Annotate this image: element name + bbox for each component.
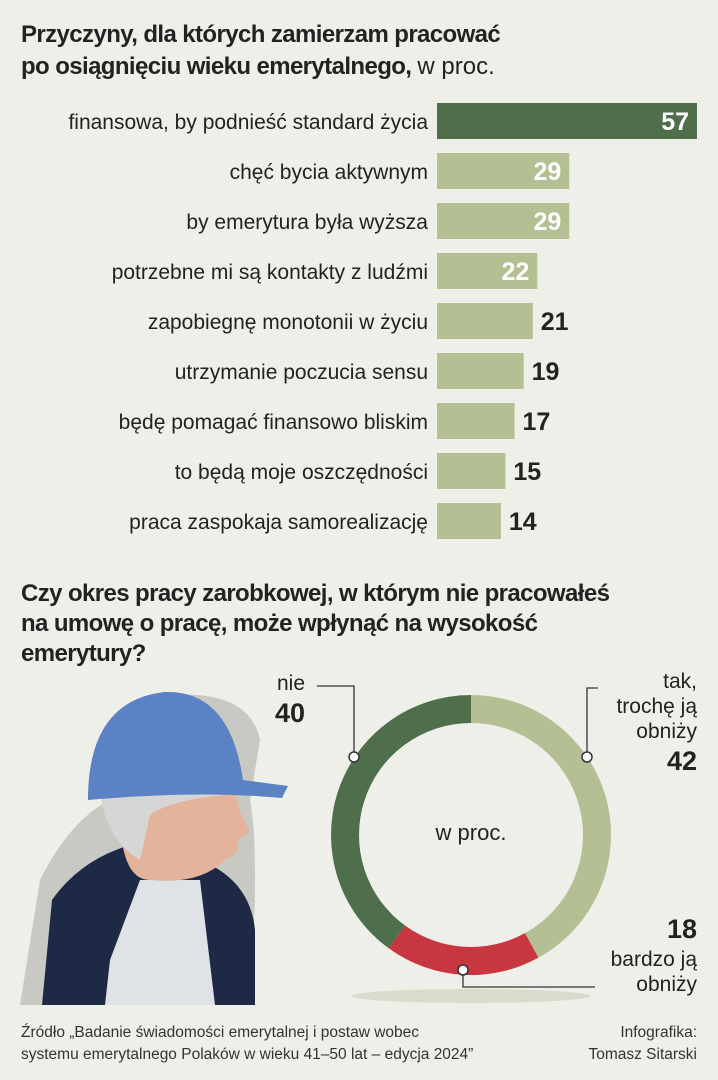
category-label: trochę ją bbox=[616, 695, 697, 718]
value-label: 19 bbox=[532, 358, 560, 386]
bar bbox=[437, 153, 570, 189]
bar-label: zapobiegnę monotonii w życiu bbox=[148, 311, 428, 334]
title-line: po osiągnięciu wieku emerytalnego, bbox=[21, 53, 411, 80]
value-label: 18 bbox=[667, 914, 697, 944]
credit: Tomasz Sitarski bbox=[588, 1046, 697, 1063]
bar bbox=[437, 303, 533, 339]
subtitle: w proc. bbox=[416, 53, 494, 80]
leader-line bbox=[586, 687, 598, 757]
title-line: Przyczyny, dla których zamierzam pracowa… bbox=[21, 21, 500, 48]
bar-label: praca zaspokaja samorealizację bbox=[129, 511, 428, 534]
bar-label: by emerytura była wyższa bbox=[186, 211, 428, 234]
value-label: 29 bbox=[533, 208, 561, 236]
value-label: 17 bbox=[523, 408, 551, 436]
leader-dot bbox=[457, 964, 469, 976]
leader-dot bbox=[581, 751, 593, 763]
chart-title: Przyczyny, dla których zamierzam pracowa… bbox=[21, 21, 500, 80]
bar bbox=[437, 503, 501, 539]
bar bbox=[437, 453, 506, 489]
category-label: bardzo ją bbox=[611, 948, 698, 971]
bar-label: finansowa, by podnieść standard życia bbox=[68, 111, 428, 134]
bar bbox=[437, 253, 538, 289]
bar bbox=[437, 403, 515, 439]
category-label: tak, bbox=[663, 670, 697, 693]
leader-line bbox=[317, 685, 355, 757]
bar bbox=[437, 203, 570, 239]
bar-label: chęć bycia aktywnym bbox=[230, 161, 428, 184]
bar bbox=[437, 103, 697, 139]
donut-segment bbox=[388, 925, 539, 975]
value-label: 15 bbox=[513, 458, 541, 486]
credit: Infografika: bbox=[620, 1024, 697, 1041]
value-label: 21 bbox=[541, 308, 569, 336]
shadow bbox=[351, 989, 591, 1003]
donut-segment bbox=[330, 695, 471, 949]
category-label: nie bbox=[277, 672, 305, 695]
center-label: w proc. bbox=[435, 820, 507, 845]
source: systemu emerytalnego Polaków w wieku 41–… bbox=[21, 1046, 473, 1063]
donut-segment bbox=[471, 695, 611, 958]
chart-title: na umowę o pracę, może wpłynąć na wysoko… bbox=[21, 610, 538, 637]
bar-label: potrzebne mi są kontakty z ludźmi bbox=[112, 261, 428, 284]
value-label: 22 bbox=[502, 258, 530, 286]
chart-title: Czy okres pracy zarobkowej, w którym nie… bbox=[21, 580, 610, 607]
bar bbox=[437, 353, 524, 389]
bar-label: utrzymanie poczucia sensu bbox=[175, 361, 428, 384]
bar-label: będę pomagać finansowo bliskim bbox=[119, 411, 428, 434]
value-label: 42 bbox=[667, 746, 697, 776]
value-label: 14 bbox=[509, 508, 537, 536]
value-label: 40 bbox=[275, 698, 305, 728]
leader-dot bbox=[348, 751, 360, 763]
category-label: obniży bbox=[636, 973, 697, 996]
source: Źródło „Badanie świadomości emerytalnej … bbox=[21, 1024, 419, 1041]
bar-label: to będą moje oszczędności bbox=[175, 461, 428, 484]
value-label: 57 bbox=[661, 108, 689, 136]
category-label: obniży bbox=[636, 720, 697, 743]
worker-illustration bbox=[20, 691, 288, 1005]
value-label: 29 bbox=[533, 158, 561, 186]
chart-title: emerytury? bbox=[21, 640, 146, 667]
